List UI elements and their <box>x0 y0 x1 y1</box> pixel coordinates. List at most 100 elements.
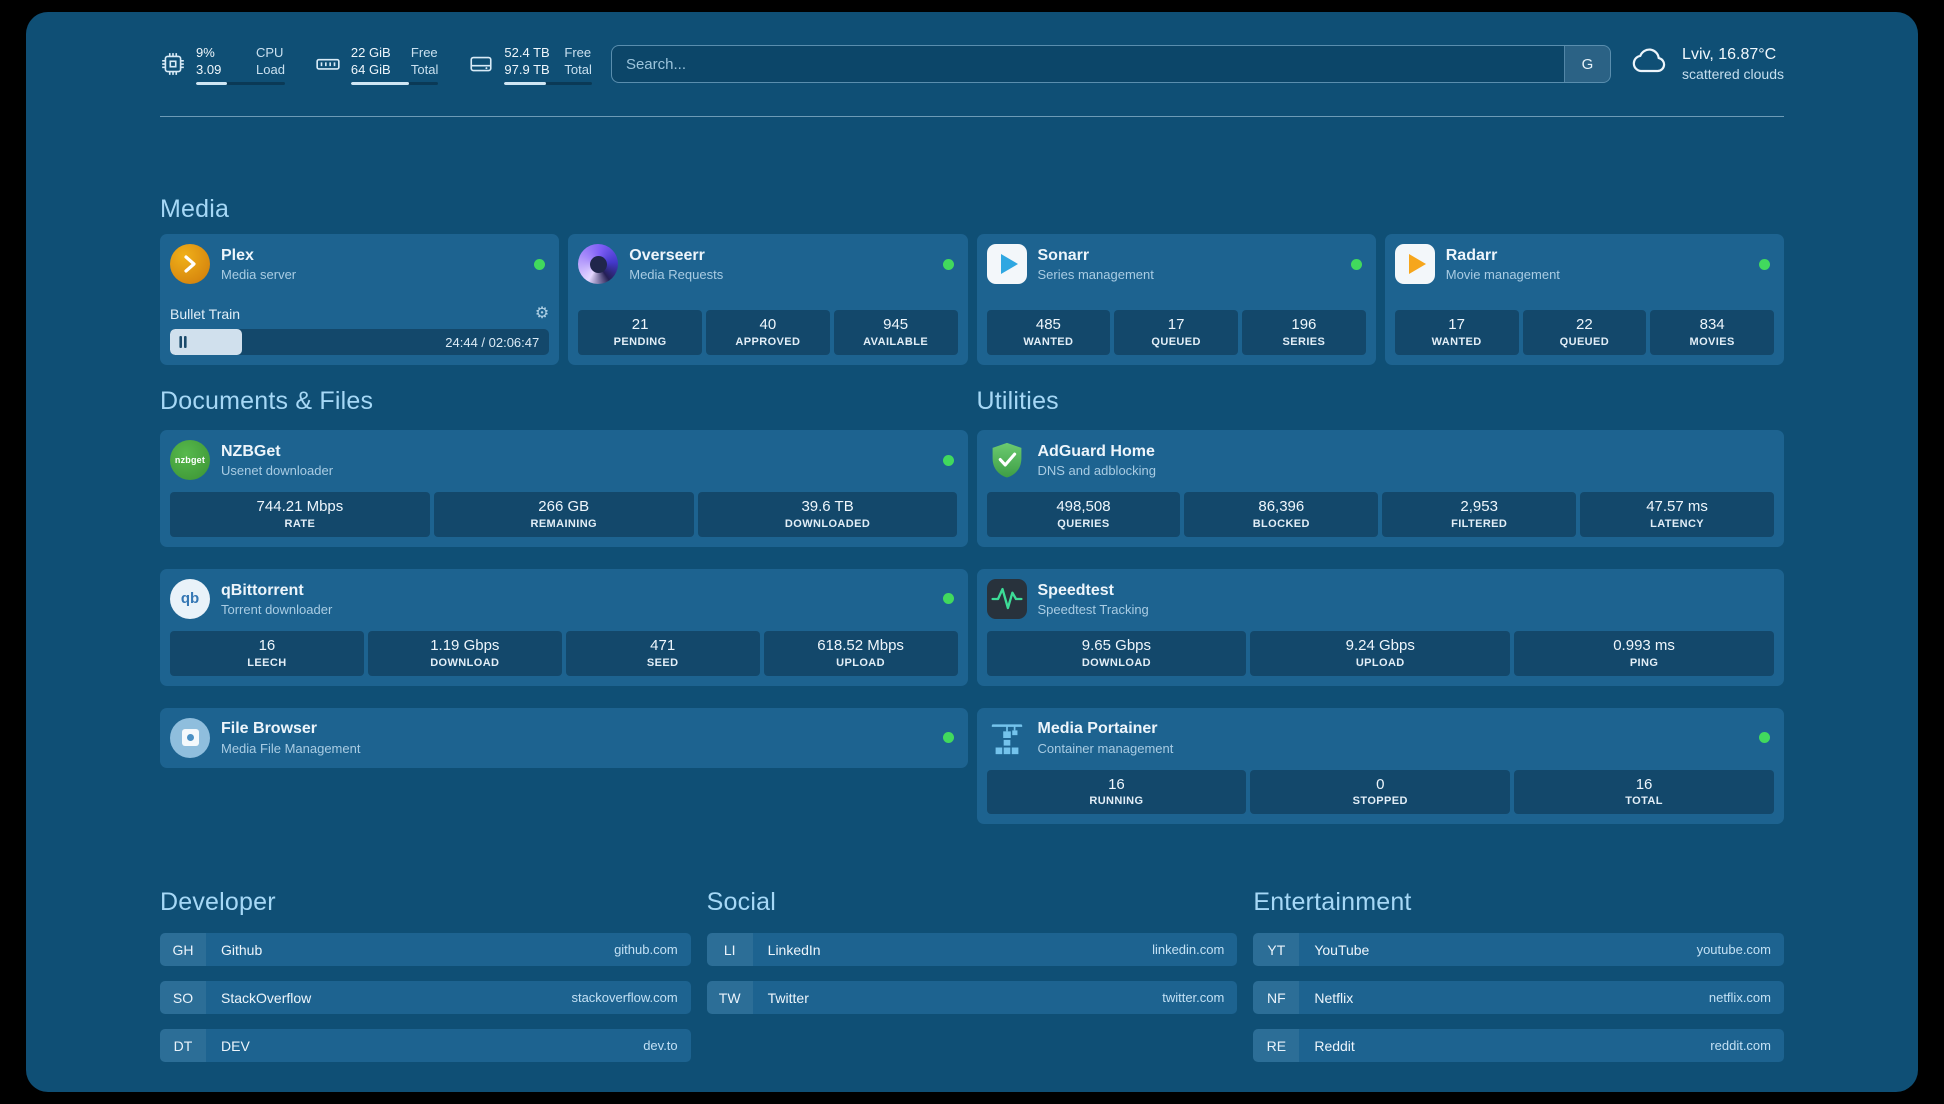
service-link-adguard[interactable]: AdGuard Home DNS and adblocking <box>987 440 1775 480</box>
status-dot <box>1759 258 1770 270</box>
service-stats: 16 LEECH 1.19 Gbps DOWNLOAD 471 SEED 6 <box>170 630 958 676</box>
stat-label: QUEUED <box>1559 336 1610 348</box>
bookmark-abbr: RE <box>1253 1029 1300 1063</box>
bookmark-abbr: NF <box>1253 981 1300 1015</box>
stat-tile: 744.21 Mbps RATE <box>170 492 430 537</box>
section-title-developer: Developer <box>160 888 276 917</box>
stat-tile: 0.993 ms PING <box>1514 630 1774 676</box>
bookmark-netflix[interactable]: NF Netflix netflix.com <box>1253 981 1784 1015</box>
disk-widget: 52.4 TB 97.9 TB Free Total <box>468 44 592 85</box>
topbar-divider <box>160 116 1784 117</box>
stat-label: MOVIES <box>1689 336 1735 348</box>
gear-icon[interactable]: ⚙ <box>534 305 550 322</box>
bookmark-reddit[interactable]: RE Reddit reddit.com <box>1253 1029 1784 1063</box>
bookmark-abbr: GH <box>160 933 206 967</box>
stat-label: WANTED <box>1023 336 1074 348</box>
card-nzbget: nzbget NZBGet Usenet downloader 744.21 M… <box>160 430 968 547</box>
section-title-social: Social <box>706 888 776 917</box>
bookmark-domain: youtube.com <box>1696 942 1771 958</box>
stat-label: UPLOAD <box>1355 656 1405 669</box>
stat-label: BLOCKED <box>1252 517 1310 530</box>
service-link-qbittorrent[interactable]: qb qBittorrent Torrent downloader <box>170 578 958 619</box>
stat-label: RUNNING <box>1089 795 1144 808</box>
stat-value: 834 <box>1699 316 1725 334</box>
disk-icon <box>468 51 494 77</box>
stat-tile: 39.6 TB DOWNLOADED <box>697 492 958 537</box>
section-utilities: Utilities <box>976 387 1784 825</box>
stat-tile: 196 SERIES <box>1242 310 1366 355</box>
resource-widgets: 9% 3.09 CPU Load <box>160 44 592 85</box>
card-sonarr: Sonarr Series management 485 WANTED 17 Q… <box>976 234 1376 365</box>
bookmark-name: YouTube <box>1314 941 1370 958</box>
memory-total-label: Total <box>410 61 439 77</box>
service-stats: 498,508 QUERIES 86,396 BLOCKED 2,953 FIL… <box>986 492 1774 537</box>
bookmark-domain: stackoverflow.com <box>571 990 678 1006</box>
disk-free-label: Free <box>564 44 592 60</box>
stat-value: 196 <box>1291 316 1317 334</box>
stat-label: DOWNLOAD <box>430 656 500 669</box>
bookmark-twitter[interactable]: TW Twitter twitter.com <box>706 981 1238 1015</box>
memory-stats: 22 GiB 64 GiB Free Total <box>350 44 439 85</box>
card-qbittorrent: qb qBittorrent Torrent downloader 16 LEE… <box>160 568 968 686</box>
service-subtitle: Speedtest Tracking <box>1037 601 1149 617</box>
stat-tile: 834 MOVIES <box>1650 310 1774 355</box>
service-subtitle: DNS and adblocking <box>1037 463 1157 479</box>
search-input[interactable] <box>611 46 1564 82</box>
service-stats: 9.65 Gbps DOWNLOAD 9.24 Gbps UPLOAD 0.99… <box>986 630 1775 676</box>
service-link-sonarr[interactable]: Sonarr Series management <box>986 244 1366 284</box>
bookmark-youtube[interactable]: YT YouTube youtube.com <box>1253 933 1784 967</box>
stat-tile: 618.52 Mbps UPLOAD <box>763 630 958 676</box>
card-speedtest: Speedtest Speedtest Tracking 9.65 Gbps D… <box>976 568 1784 686</box>
bookmark-domain: github.com <box>614 942 678 958</box>
plex-seek-bar[interactable]: 24:44 / 02:06:47 <box>170 329 550 355</box>
portainer-icon <box>987 718 1027 758</box>
stat-label: WANTED <box>1431 336 1482 348</box>
stat-tile: 9.24 Gbps UPLOAD <box>1250 630 1511 676</box>
pause-icon[interactable] <box>179 336 187 348</box>
stat-label: SERIES <box>1282 336 1326 348</box>
service-link-plex[interactable]: Plex Media server <box>170 244 549 284</box>
status-dot <box>1759 732 1770 743</box>
bookmark-dev[interactable]: DT DEV dev.to <box>160 1029 691 1063</box>
memory-icon <box>315 51 341 77</box>
bookmark-name: Github <box>221 941 263 958</box>
cpu-value: 9% <box>196 44 215 60</box>
status-dot <box>942 454 954 466</box>
cpu-progress-fill <box>196 81 228 85</box>
stat-tile: 22 QUEUED <box>1522 310 1647 355</box>
search-bar: G <box>610 45 1611 83</box>
service-link-radarr[interactable]: Radarr Movie management <box>1394 244 1774 284</box>
stat-value: 47.57 ms <box>1646 498 1708 515</box>
memory-free-value: 22 GiB <box>350 44 391 60</box>
stat-value: 1.19 Gbps <box>430 636 500 654</box>
stat-label: QUERIES <box>1057 517 1110 530</box>
stat-tile: 86,396 BLOCKED <box>1184 492 1379 537</box>
service-link-portainer[interactable]: Media Portainer Container management <box>987 718 1775 758</box>
service-subtitle: Media File Management <box>221 740 361 756</box>
card-portainer: Media Portainer Container management 16 … <box>976 707 1784 825</box>
bookmark-domain: twitter.com <box>1162 990 1225 1006</box>
service-link-filebrowser[interactable]: File Browser Media File Management <box>170 717 958 758</box>
bookmark-linkedin[interactable]: LI LinkedIn linkedin.com <box>706 933 1238 967</box>
service-link-nzbget[interactable]: nzbget NZBGet Usenet downloader <box>170 440 958 480</box>
stat-label: PENDING <box>613 336 667 348</box>
bookmark-github[interactable]: GH Github github.com <box>160 933 691 967</box>
stat-label: UPLOAD <box>836 656 885 669</box>
service-stats: 17 WANTED 22 QUEUED 834 MOVIES <box>1394 310 1774 355</box>
search-provider-button[interactable]: G <box>1563 46 1610 82</box>
weather-widget: Lviv, 16.87°C scattered clouds <box>1630 45 1784 84</box>
bookmark-name: Netflix <box>1314 989 1354 1006</box>
stat-tile: 485 WANTED <box>986 310 1111 355</box>
filebrowser-icon <box>170 717 210 758</box>
disk-progress-fill <box>504 81 546 85</box>
service-stats: 485 WANTED 17 QUEUED 196 SERIES <box>986 310 1366 355</box>
service-link-overseerr[interactable]: Overseerr Media Requests <box>578 244 957 284</box>
stat-value: 0 <box>1376 775 1385 793</box>
speedtest-icon <box>986 578 1027 619</box>
stat-value: 945 <box>883 316 909 334</box>
stat-value: 9.65 Gbps <box>1081 636 1152 654</box>
bookmark-stackoverflow[interactable]: SO StackOverflow stackoverflow.com <box>160 981 691 1015</box>
service-link-speedtest[interactable]: Speedtest Speedtest Tracking <box>986 578 1775 619</box>
stat-label: PING <box>1629 656 1659 669</box>
stat-tile: 21 PENDING <box>578 310 702 355</box>
